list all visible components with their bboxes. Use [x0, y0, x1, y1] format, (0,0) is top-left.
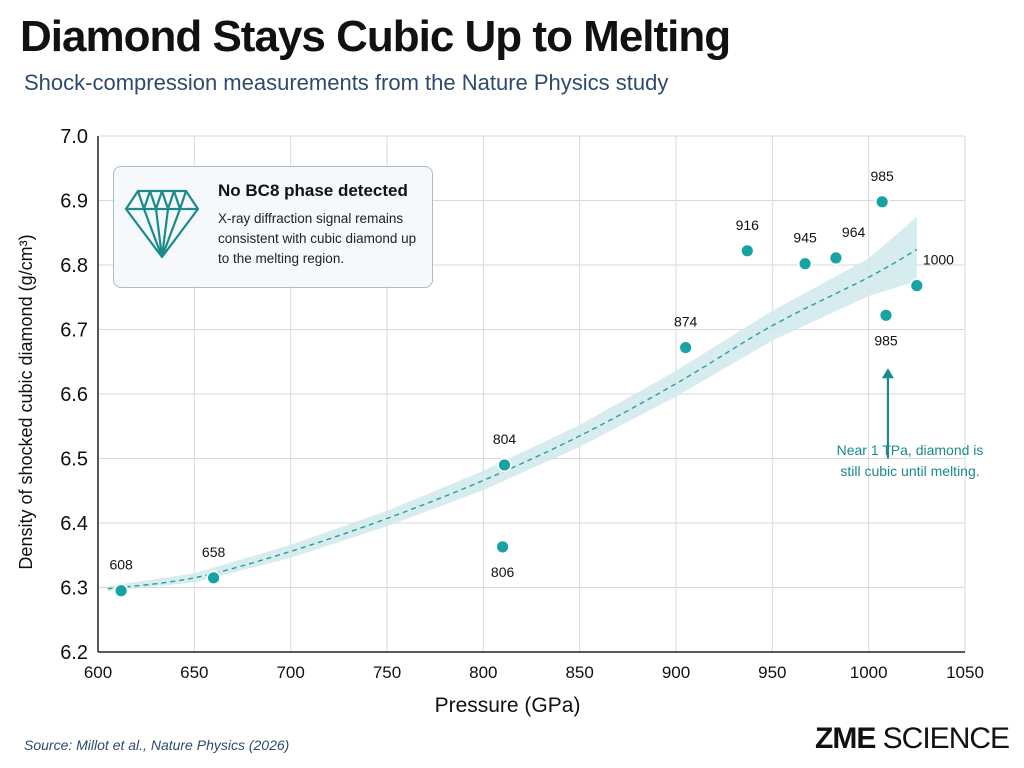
source-note: Source: Millot et al., Nature Physics (2…: [24, 737, 290, 753]
axis-layer: 600 650 700 750 800 850 900 950 1000 1050 6.2 6.3 6.…: [16, 126, 984, 717]
y-axis-label: Density of shocked cubic diamond (g/cm³): [16, 234, 36, 569]
x-tick-label: 850: [565, 663, 593, 682]
data-label: 658: [202, 544, 226, 560]
points-layer: [113, 194, 925, 599]
data-point: [828, 250, 844, 266]
data-label: 916: [736, 217, 760, 233]
data-point: [206, 570, 222, 586]
x-tick-label: 650: [180, 663, 208, 682]
data-point: [878, 307, 894, 323]
data-point: [678, 340, 694, 355]
y-tick-label: 6.3: [60, 578, 88, 600]
data-label: 964: [842, 224, 866, 240]
x-tick-label: 1050: [946, 663, 984, 682]
data-point: [797, 256, 813, 272]
melting-annotation: Near 1 TPa, diamond is still cubic until…: [836, 442, 984, 479]
point-labels-layer: 608 658 804 806 874 916 945 964 985 985 1000: [109, 168, 954, 580]
y-tick-label: 6.2: [60, 642, 88, 664]
y-tick-label: 6.7: [60, 320, 88, 342]
diamond-icon: [124, 189, 200, 259]
callout-text: X-ray diffraction signal remains consist…: [218, 211, 417, 266]
data-label: 985: [874, 332, 898, 348]
x-tick-label: 1000: [850, 663, 888, 682]
y-tick-label: 6.9: [60, 191, 88, 213]
x-tick-label: 600: [84, 663, 112, 682]
y-tick-label: 6.4: [60, 513, 88, 535]
data-label: 1000: [923, 252, 954, 268]
x-tick-label: 750: [373, 663, 401, 682]
data-label: 985: [870, 168, 894, 184]
data-point: [909, 278, 925, 294]
annotation-arrow-head: [881, 368, 894, 379]
y-tick-label: 7.0: [60, 126, 88, 148]
data-point: [739, 243, 755, 259]
chart-subtitle: Shock-compression measurements from the …: [24, 70, 669, 95]
logo-light: SCIENCE: [882, 722, 1010, 755]
data-label: 874: [674, 314, 698, 330]
chart-title: Diamond Stays Cubic Up to Melting: [20, 12, 731, 61]
data-point: [113, 583, 129, 599]
logo-bold: ZME: [815, 722, 876, 755]
data-point: [874, 194, 890, 210]
zme-science-logo: ZME SCIENCE: [815, 722, 1010, 756]
arrow-layer: [881, 368, 894, 459]
y-tick-label: 6.5: [60, 449, 88, 471]
x-tick-label: 700: [276, 663, 304, 682]
callout-title: No BC8 phase detected: [218, 181, 408, 200]
callout-box: No BC8 phase detected X-ray diffraction …: [113, 166, 433, 288]
y-tick-label: 6.6: [60, 384, 88, 406]
data-label: 945: [793, 230, 817, 246]
data-label: 608: [109, 557, 133, 573]
data-point: [497, 457, 512, 473]
x-axis-label: Pressure (GPa): [435, 694, 581, 717]
data-label: 806: [491, 564, 515, 580]
x-tick-label: 800: [469, 663, 497, 682]
x-tick-label: 900: [662, 663, 690, 682]
data-label: 804: [493, 431, 517, 447]
y-tick-label: 6.8: [60, 255, 88, 277]
data-point: [495, 539, 511, 555]
x-tick-label: 950: [758, 663, 786, 682]
